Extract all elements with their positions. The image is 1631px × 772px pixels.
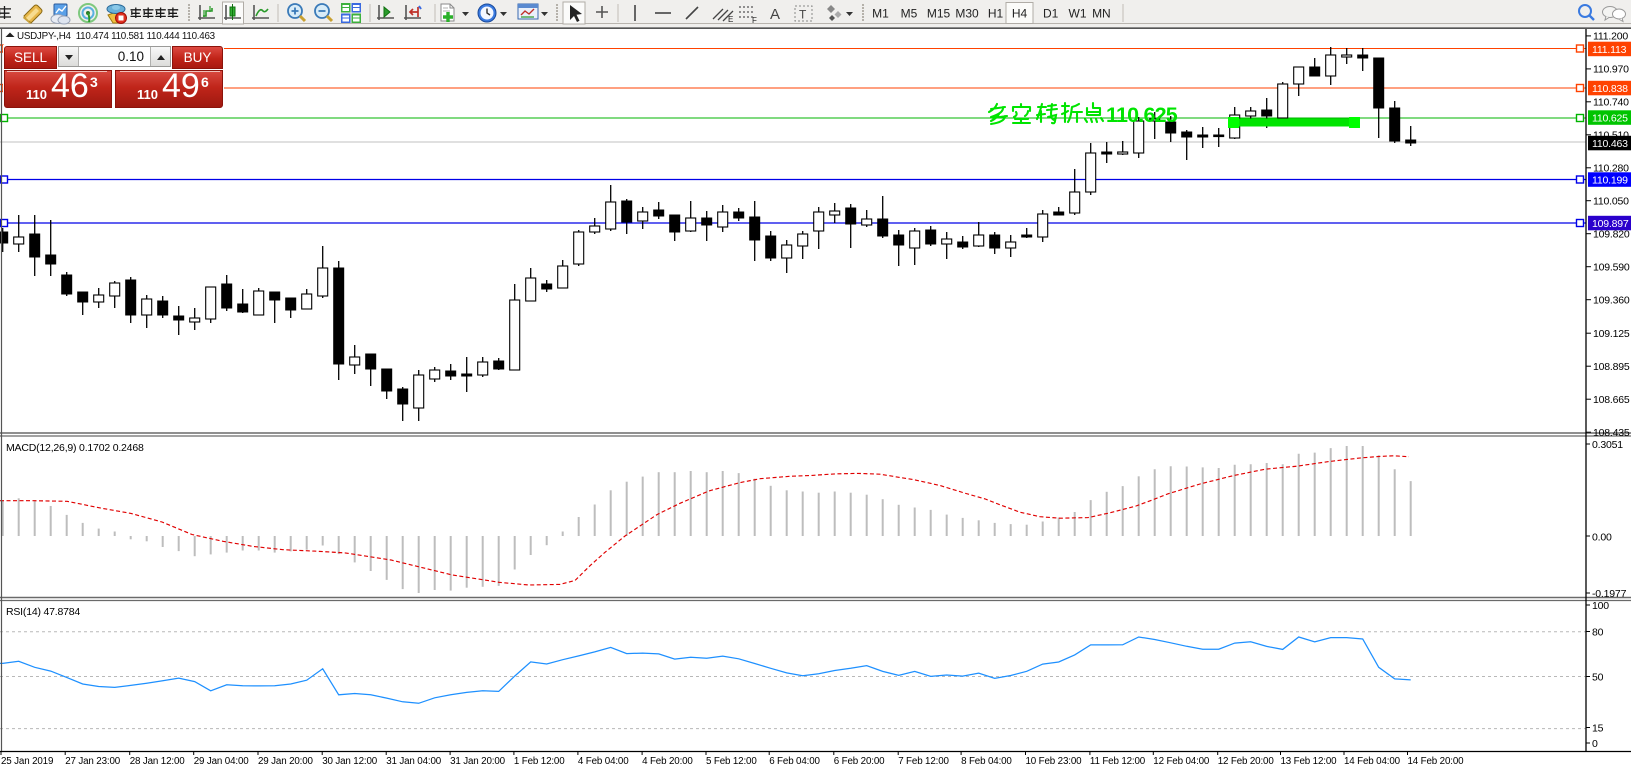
svg-text:8 Feb 04:00: 8 Feb 04:00 <box>961 756 1012 767</box>
svg-text:D1: D1 <box>1043 7 1059 21</box>
svg-text:28 Jan 12:00: 28 Jan 12:00 <box>130 756 186 767</box>
svg-text:25 Jan 2019: 25 Jan 2019 <box>1 756 53 767</box>
svg-text:6 Feb 20:00: 6 Feb 20:00 <box>834 756 885 767</box>
svg-text:5 Feb 12:00: 5 Feb 12:00 <box>706 756 757 767</box>
svg-text:110.970: 110.970 <box>1593 64 1629 76</box>
svg-text:29 Jan 20:00: 29 Jan 20:00 <box>258 756 314 767</box>
svg-text:109.125: 109.125 <box>1593 328 1630 340</box>
svg-text:M30: M30 <box>955 7 979 21</box>
svg-text:27 Jan 23:00: 27 Jan 23:00 <box>65 756 121 767</box>
svg-text:108.665: 108.665 <box>1593 394 1630 406</box>
svg-text:110.050: 110.050 <box>1593 196 1629 208</box>
svg-text:110.625: 110.625 <box>1592 113 1628 125</box>
svg-text:M1: M1 <box>872 7 889 21</box>
svg-text:110.740: 110.740 <box>1593 97 1629 109</box>
svg-text:A: A <box>770 6 780 23</box>
svg-text:T: T <box>799 8 807 22</box>
svg-text:109.820: 109.820 <box>1593 229 1630 241</box>
svg-text:110.463: 110.463 <box>1592 138 1628 150</box>
svg-text:0.3051: 0.3051 <box>1592 439 1623 451</box>
svg-text:7 Feb 12:00: 7 Feb 12:00 <box>898 756 949 767</box>
svg-text:110.199: 110.199 <box>1592 175 1628 187</box>
svg-text:0.00: 0.00 <box>1592 532 1612 544</box>
svg-text:H1: H1 <box>988 7 1004 21</box>
svg-text:109.360: 109.360 <box>1593 295 1630 307</box>
svg-text:E: E <box>728 15 733 24</box>
svg-text:14 Feb 20:00: 14 Feb 20:00 <box>1408 756 1465 767</box>
svg-text:10 Feb 23:00: 10 Feb 23:00 <box>1026 756 1083 767</box>
svg-text:12 Feb 20:00: 12 Feb 20:00 <box>1218 756 1275 767</box>
svg-text:108.435: 108.435 <box>1593 427 1630 439</box>
svg-text:14 Feb 04:00: 14 Feb 04:00 <box>1344 756 1401 767</box>
svg-text:F: F <box>752 16 757 25</box>
svg-text:110.838: 110.838 <box>1592 83 1628 95</box>
svg-text:110.280: 110.280 <box>1593 163 1629 175</box>
svg-text:-0.1977: -0.1977 <box>1592 588 1627 600</box>
svg-text:11 Feb 12:00: 11 Feb 12:00 <box>1090 756 1146 767</box>
svg-text:H4: H4 <box>1012 7 1028 21</box>
svg-text:31 Jan 04:00: 31 Jan 04:00 <box>386 756 442 767</box>
svg-text:USDJPY-,H4 110.474 110.581 11: USDJPY-,H4 110.474 110.581 110.444 110.4… <box>17 31 216 42</box>
svg-text:M15: M15 <box>927 7 951 21</box>
svg-text:50: 50 <box>1592 672 1604 684</box>
svg-text:1 Feb 12:00: 1 Feb 12:00 <box>514 756 565 767</box>
svg-text:108.895: 108.895 <box>1593 361 1630 373</box>
svg-text:MACD(12,26,9) 0.1702 0.2468: MACD(12,26,9) 0.1702 0.2468 <box>6 442 144 454</box>
svg-text:0: 0 <box>1592 738 1598 750</box>
svg-text:RSI(14) 47.8784: RSI(14) 47.8784 <box>6 606 80 618</box>
svg-text:109.897: 109.897 <box>1592 218 1629 230</box>
svg-text:15: 15 <box>1592 723 1604 735</box>
svg-text:MN: MN <box>1092 7 1111 21</box>
svg-text:6 Feb 04:00: 6 Feb 04:00 <box>769 756 820 767</box>
svg-text:31 Jan 20:00: 31 Jan 20:00 <box>450 756 506 767</box>
svg-text:W1: W1 <box>1069 7 1087 21</box>
svg-text:4 Feb 20:00: 4 Feb 20:00 <box>642 756 693 767</box>
svg-text:M5: M5 <box>901 7 918 21</box>
svg-text:110.625: 110.625 <box>1106 103 1178 127</box>
svg-text:13 Feb 12:00: 13 Feb 12:00 <box>1281 756 1338 767</box>
svg-text:29 Jan 04:00: 29 Jan 04:00 <box>194 756 250 767</box>
svg-text:30 Jan 12:00: 30 Jan 12:00 <box>322 756 378 767</box>
svg-text:109.590: 109.590 <box>1593 262 1630 274</box>
svg-text:12 Feb 04:00: 12 Feb 04:00 <box>1153 756 1210 767</box>
svg-text:100: 100 <box>1592 600 1609 612</box>
svg-text:80: 80 <box>1592 627 1604 639</box>
svg-text:111.200: 111.200 <box>1593 31 1628 43</box>
svg-text:4 Feb 04:00: 4 Feb 04:00 <box>578 756 629 767</box>
svg-text:111.113: 111.113 <box>1592 44 1627 56</box>
